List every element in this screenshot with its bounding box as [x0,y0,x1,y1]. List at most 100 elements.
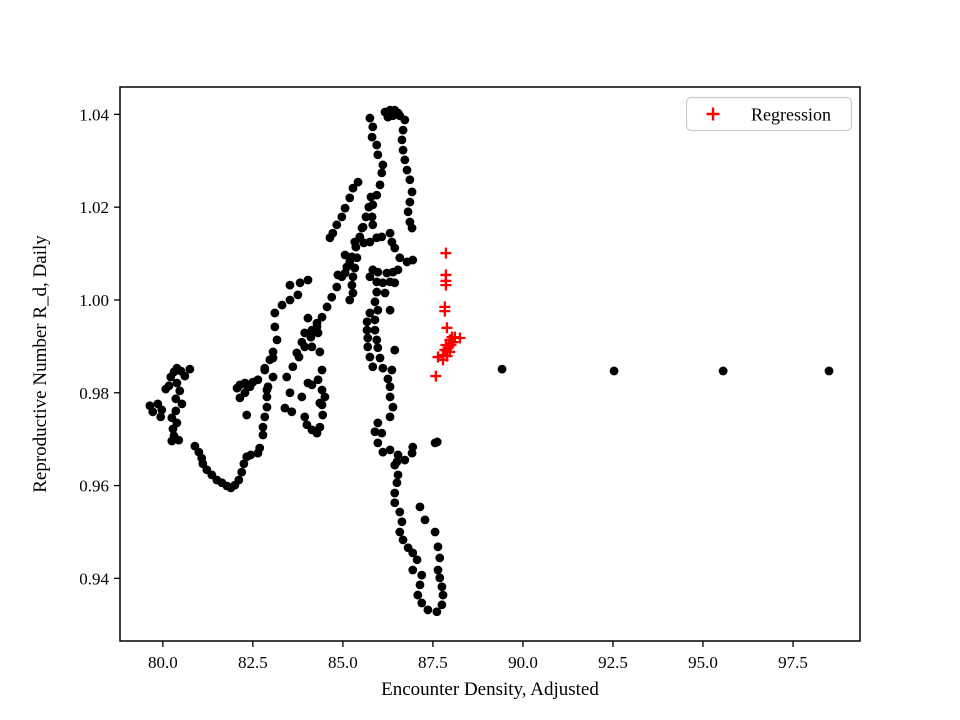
trajectory-point [185,364,195,374]
trajectory-point [292,348,302,358]
trajectory-point [393,450,403,460]
trajectory-point [387,365,397,375]
trajectory-point [246,450,256,460]
trajectory-point [432,437,442,447]
trajectory-point [235,393,245,403]
legend-box [685,96,853,132]
trajectory-point [315,347,325,357]
trajectory-point [368,362,378,372]
trajectory-point [345,257,355,267]
trajectory-point [435,573,445,583]
trajectory-point [317,385,327,395]
trajectory-point [415,580,425,590]
trajectory-point [365,113,375,123]
trajectory-point [395,253,405,263]
trajectory-point [385,445,395,455]
trajectory-point [315,422,325,432]
trajectory-point [325,233,335,243]
trajectory-point [417,598,427,608]
trajectory-point [368,200,378,210]
y-tick-label: 1.02 [79,198,109,217]
trajectory-point [438,590,448,600]
trajectory-point [167,436,177,446]
trajectory-point [177,399,187,409]
trajectory-point [367,132,377,142]
trajectory-point [363,333,373,343]
trajectory-point [300,328,310,338]
x-tick-label: 92.5 [598,653,628,672]
trajectory-point [333,270,343,280]
trajectory-point [373,343,383,353]
trajectory-point [412,555,422,565]
trajectory-point [372,287,382,297]
trajectory-point [285,280,295,290]
y-tick-label: 0.96 [79,477,109,496]
trajectory-point [400,155,410,165]
trajectory-point [824,366,834,376]
trajectory-point [363,342,373,352]
trajectory-point [365,352,375,362]
y-tick-label: 0.94 [79,569,109,588]
trajectory-point [368,220,378,230]
trajectory-point [260,363,270,373]
trajectory-point [362,317,372,327]
trajectory-point [340,203,350,213]
trajectory-point [320,392,330,402]
trajectory-point [408,565,418,575]
trajectory-point [235,380,245,390]
trajectory-point [393,265,403,275]
trajectory-point [303,275,313,285]
trajectory-point [239,459,249,469]
trajectory-point [403,207,413,217]
trajectory-point [242,410,252,420]
x-tick-label: 85.0 [328,653,358,672]
trajectory-point [348,183,358,193]
trajectory-point [408,442,418,452]
trajectory-point [385,382,395,392]
trajectory-point [265,355,275,365]
regression-point [440,247,452,259]
trajectory-point [345,193,355,203]
trajectory-point [385,228,395,238]
trajectory-point [373,438,383,448]
trajectory-point [433,542,443,552]
axis-ticks: 80.0 82.5 85.0 87.5 90.0 92.5 95.0 97.5 0.94 0.96… [79,105,808,672]
trajectory-point [300,412,310,422]
trajectory-point [318,410,328,420]
trajectory-point [370,325,380,335]
trajectory-point [373,150,383,160]
trajectory-point [337,212,347,222]
trajectory-point [373,305,383,315]
y-tick-label: 0.98 [79,384,109,403]
regression-point [440,279,452,291]
x-tick-label: 80.0 [148,653,178,672]
trajectory-point [307,380,317,390]
regression-point [439,305,451,317]
trajectory-point [497,364,507,374]
trajectory-point [390,460,400,470]
trajectory-point [287,407,297,417]
trajectory-point [367,212,377,222]
trajectory-point [285,295,295,305]
trajectory-point [378,160,388,170]
trajectory-point [402,165,412,175]
trajectory-point [430,527,440,537]
trajectory-point [270,308,280,318]
trajectory-point [272,335,282,345]
trajectory-point [288,362,298,372]
trajectory-point [317,400,327,410]
trajectory-point [405,197,415,207]
trajectory-point [171,406,181,416]
trajectory-point [350,263,360,273]
trajectory-point [373,267,383,277]
trajectory-point [377,428,387,438]
trajectory-point [297,337,307,347]
trajectory-point [322,302,332,312]
y-tick-label: 1.00 [79,291,109,310]
trajectory-point [171,394,181,404]
trajectory-point [405,175,415,185]
trajectory-point [297,392,307,402]
trajectory-point [378,363,388,373]
trajectory-point [378,278,388,288]
